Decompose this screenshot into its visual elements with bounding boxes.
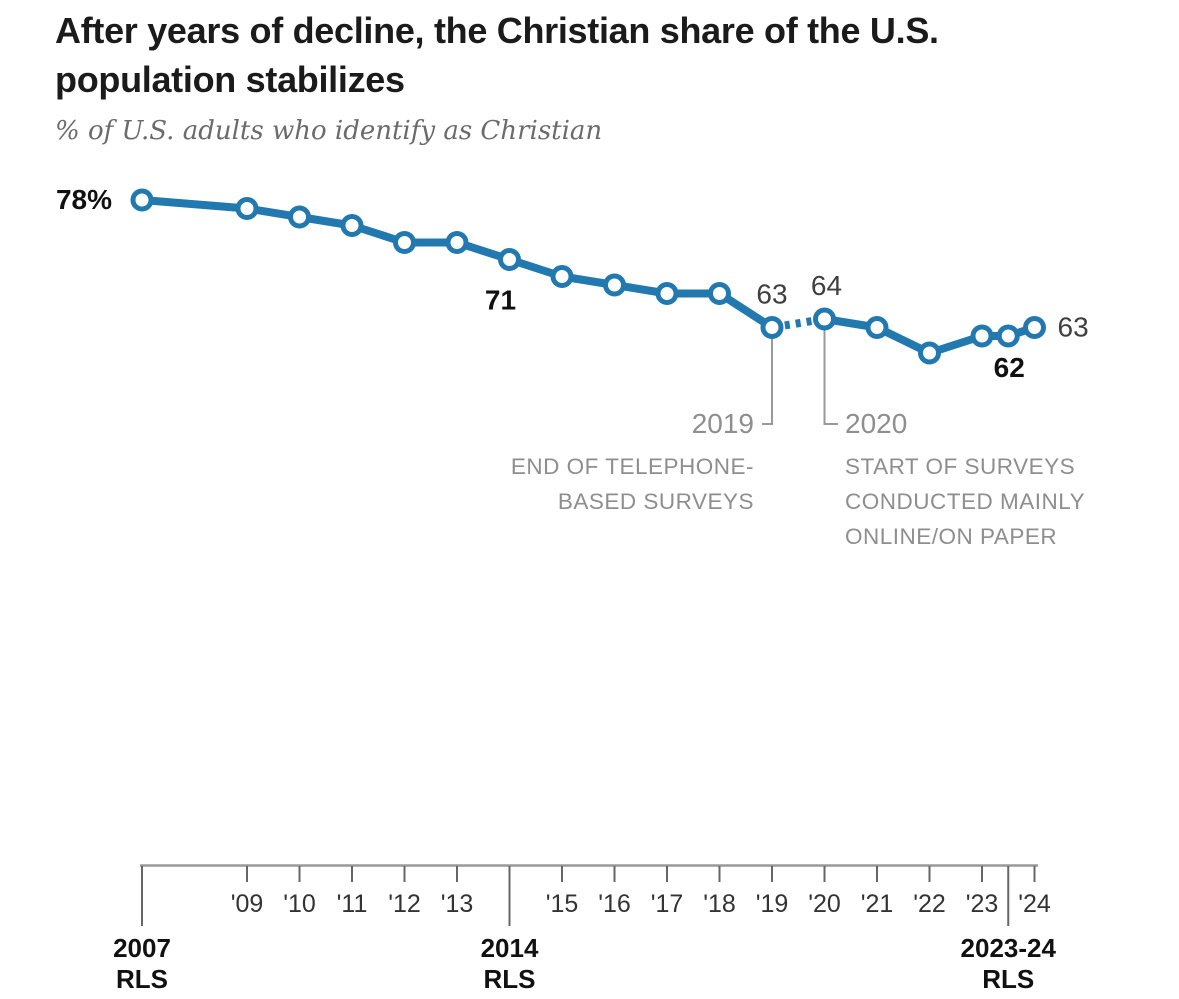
data-point-label: 63 <box>1058 312 1089 343</box>
x-axis-tick-label: '13 <box>441 890 474 918</box>
callout-line-2019 <box>762 332 773 425</box>
x-axis-tick-label: '09 <box>231 890 264 918</box>
data-point-marker <box>130 188 154 212</box>
rls-marker-label: 2007 <box>113 933 171 963</box>
callout-2019: 2019 END OF TELEPHONE- BASED SURVEYS <box>511 332 773 514</box>
callout-2020: 2020 START OF SURVEYS CONDUCTED MAINLY O… <box>823 330 1085 549</box>
data-point-label: 78% <box>56 184 112 215</box>
chart-subtitle: % of U.S. adults who identify as Christi… <box>55 116 603 146</box>
x-axis-tick-label: '20 <box>808 890 841 918</box>
data-point-marker <box>918 341 941 365</box>
data-point-marker <box>340 214 364 237</box>
rls-marker-sublabel: RLS <box>116 964 168 994</box>
x-axis-tick-label: '19 <box>756 890 789 918</box>
data-point-label: 64 <box>811 270 842 301</box>
data-point-marker <box>1023 316 1046 339</box>
chart-title-line2: population stabilizes <box>55 59 405 100</box>
methodology-break-dotted-line <box>771 315 826 332</box>
x-axis: '09 '10 '11 '12 '13 '15 '16 '17 '18 '19 '20 '21 '22 '… <box>113 864 1057 994</box>
data-point-marker <box>865 316 889 339</box>
data-point-marker <box>288 205 311 229</box>
x-axis-tick-label: '11 <box>337 890 368 918</box>
x-axis-tick-label: '16 <box>598 890 631 918</box>
callout-year-2019: 2019 <box>692 408 754 439</box>
x-axis-tick-label: '24 <box>1018 890 1051 918</box>
callout-2019-desc-line2: BASED SURVEYS <box>558 489 754 514</box>
data-point-label: 62 <box>994 352 1025 383</box>
x-axis-tick-label: '15 <box>546 890 579 918</box>
callout-year-2020: 2020 <box>845 408 907 439</box>
x-axis-tick-label: '21 <box>861 890 894 918</box>
chart-title-line1: After years of decline, the Christian sh… <box>55 10 939 51</box>
data-point-marker <box>235 197 259 220</box>
rls-marker-sublabel: RLS <box>484 964 536 994</box>
x-axis-tick-label: '18 <box>703 890 736 918</box>
callout-2019-desc-line1: END OF TELEPHONE- <box>511 454 754 479</box>
data-point-marker <box>603 273 626 297</box>
callout-2020-desc-line2: CONDUCTED MAINLY <box>845 489 1085 514</box>
data-point-label: 71 <box>485 285 516 316</box>
data-point-label: 63 <box>756 279 787 310</box>
data-point-marker <box>708 282 731 305</box>
data-point-marker <box>498 248 521 271</box>
rls-marker-label: 2014 <box>481 933 539 963</box>
data-point-marker <box>996 324 1020 348</box>
chart-title: After years of decline, the Christian sh… <box>55 6 1135 104</box>
x-axis-tick-label: '23 <box>966 890 999 918</box>
data-point-marker <box>970 324 994 348</box>
data-point-marker <box>655 282 679 305</box>
data-series: 78% 71 63 64 62 63 <box>56 184 1089 383</box>
x-axis-tick-label: '22 <box>913 890 946 918</box>
callout-line-2020 <box>823 330 838 425</box>
x-axis-tick-label: '10 <box>283 890 316 918</box>
callout-2020-desc-line1: START OF SURVEYS <box>845 454 1075 479</box>
data-point-marker <box>760 316 784 339</box>
data-point-marker <box>813 307 836 331</box>
data-point-marker <box>445 231 469 254</box>
rls-marker-sublabel: RLS <box>982 964 1034 994</box>
trend-line-telephone-era <box>138 196 776 332</box>
x-axis-tick-label: '12 <box>388 890 421 918</box>
data-point-marker <box>393 231 416 254</box>
x-axis-tick-label: '17 <box>651 890 684 918</box>
rls-marker-label: 2023-24 <box>961 933 1057 963</box>
data-point-marker <box>550 265 574 288</box>
callout-2020-desc-line3: ONLINE/ON PAPER <box>845 524 1057 549</box>
